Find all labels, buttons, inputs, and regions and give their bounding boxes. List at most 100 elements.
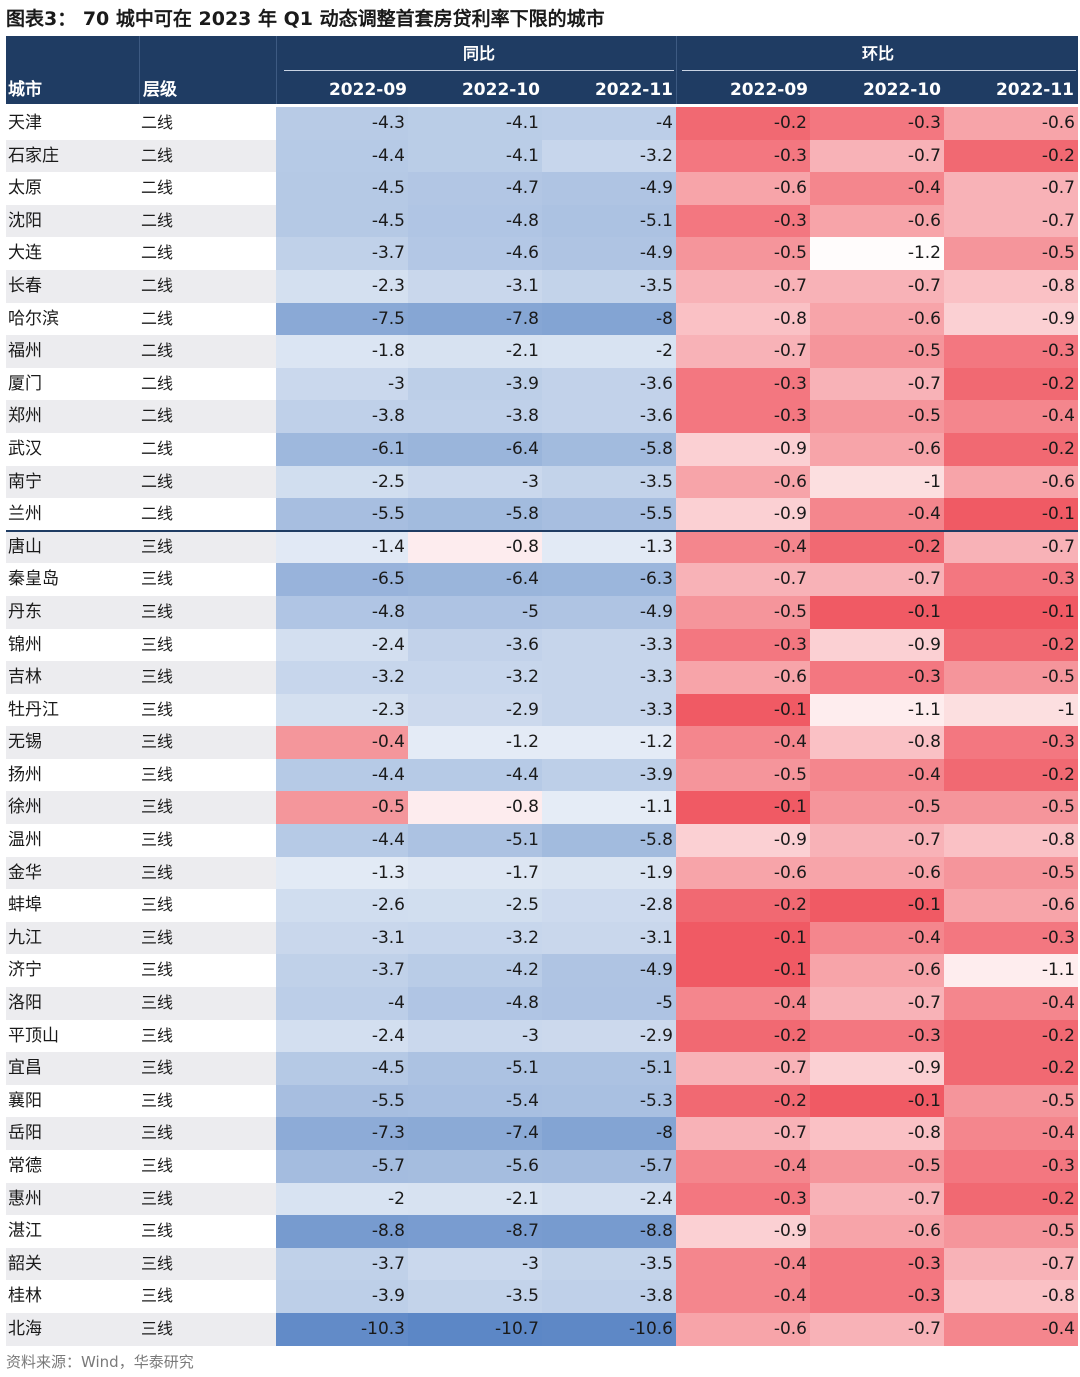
cell-yoy-value: -2.1 xyxy=(408,1182,542,1216)
table-row: 金华 三线 -1.3 -1.7 -1.9 -0.6 -0.6 -0.5 xyxy=(6,856,1078,890)
cell-mom-value: -0.9 xyxy=(810,628,944,662)
cell-yoy-value: -4.8 xyxy=(408,987,542,1020)
cell-mom-value: -0.6 xyxy=(810,856,944,890)
cell-yoy-value: -2.5 xyxy=(408,889,542,922)
cell-yoy-value: -3 xyxy=(408,1019,542,1053)
cell-mom-value: -0.7 xyxy=(944,530,1078,564)
cell-mom-value: -0.5 xyxy=(676,758,810,792)
cell-city: 温州 xyxy=(8,830,42,851)
table-row: 郑州 二线 -3.8 -3.8 -3.6 -0.3 -0.5 -0.4 xyxy=(6,400,1078,433)
table-row: 徐州 三线 -0.5 -0.8 -1.1 -0.1 -0.5 -0.5 xyxy=(6,791,1078,825)
cell-yoy-value: -5.7 xyxy=(276,1150,408,1183)
cell-city: 郑州 xyxy=(8,406,42,427)
cell-tier: 三线 xyxy=(141,960,174,980)
cell-mom-value: -0.7 xyxy=(676,335,810,368)
table-row: 桂林 三线 -3.9 -3.5 -3.8 -0.4 -0.3 -0.8 xyxy=(6,1280,1078,1313)
cell-yoy-value: -4.2 xyxy=(408,954,542,988)
cell-yoy-value: -7.3 xyxy=(276,1117,408,1150)
cell-city: 金华 xyxy=(8,862,42,883)
table-row: 温州 三线 -4.4 -5.1 -5.8 -0.9 -0.7 -0.8 xyxy=(6,824,1078,857)
cell-city: 丹东 xyxy=(8,601,42,622)
cell-mom-value: -0.5 xyxy=(810,791,944,825)
cell-city: 九江 xyxy=(8,927,42,948)
cell-yoy-value: -1.2 xyxy=(408,726,542,759)
cell-yoy-value: -3.5 xyxy=(408,1280,542,1313)
cell-mom-value: -0.4 xyxy=(944,987,1078,1020)
cell-mom-value: -0.8 xyxy=(676,302,810,336)
cell-mom-value: -0.2 xyxy=(944,139,1078,173)
cell-mom-value: -0.4 xyxy=(944,1312,1078,1346)
cell-yoy-value: -4 xyxy=(542,107,676,140)
cell-yoy-value: -4.4 xyxy=(276,758,408,792)
cell-mom-value: -0.4 xyxy=(810,172,944,205)
cell-tier: 三线 xyxy=(141,797,174,817)
cell-yoy-value: -3.6 xyxy=(542,400,676,433)
cell-mom-value: -0.9 xyxy=(676,1215,810,1248)
cell-mom-value: -1.2 xyxy=(810,237,944,270)
cell-mom-value: -0.9 xyxy=(676,498,810,531)
cell-tier: 三线 xyxy=(141,1123,174,1143)
cell-yoy-value: -3.5 xyxy=(542,1247,676,1281)
cell-tier: 二线 xyxy=(141,471,174,491)
cell-mom-value: -0.7 xyxy=(810,824,944,857)
cell-yoy-value: -10.7 xyxy=(408,1312,542,1346)
column-header-mom-2022-10: 2022-10 xyxy=(862,80,941,100)
cell-tier: 二线 xyxy=(141,113,174,132)
table-row: 丹东 三线 -4.8 -5 -4.9 -0.5 -0.1 -0.1 xyxy=(6,595,1078,629)
cell-mom-value: -0.5 xyxy=(676,237,810,270)
table-row: 无锡 三线 -0.4 -1.2 -1.2 -0.4 -0.8 -0.3 xyxy=(6,726,1078,759)
table-row: 九江 三线 -3.1 -3.2 -3.1 -0.1 -0.4 -0.3 xyxy=(6,921,1078,955)
data-table: 天津 二线 -4.3 -4.1 -4 -0.2 -0.3 -0.6 石家庄 二线 -4.4 -4.1-… xyxy=(6,107,1078,1346)
cell-yoy-value: -5.8 xyxy=(542,824,676,857)
cell-mom-value: -0.5 xyxy=(944,1215,1078,1248)
table-row: 秦皇岛 三线 -6.5 -6.4 -6.3 -0.7 -0.7 -0.3 xyxy=(6,563,1078,596)
cell-tier: 三线 xyxy=(141,1188,174,1208)
cell-city: 哈尔滨 xyxy=(8,308,59,329)
table-row: 武汉 二线 -6.1 -6.4 -5.8 -0.9 -0.6 -0.2 xyxy=(6,432,1078,466)
cell-mom-value: -0.4 xyxy=(676,726,810,759)
cell-mom-value: -0.3 xyxy=(676,628,810,662)
cell-yoy-value: -3.5 xyxy=(542,269,676,303)
cell-yoy-value: -4 xyxy=(276,987,408,1020)
table-row: 长春 二线 -2.3 -3.1 -3.5 -0.7 -0.7 -0.8 xyxy=(6,269,1078,303)
cell-yoy-value: -3.7 xyxy=(276,237,408,270)
cell-mom-value: -0.5 xyxy=(944,237,1078,270)
cell-yoy-value: -2.3 xyxy=(276,693,408,727)
cell-mom-value: -0.3 xyxy=(944,726,1078,759)
cell-yoy-value: -0.4 xyxy=(276,726,408,759)
cell-mom-value: -0.8 xyxy=(810,726,944,759)
cell-yoy-value: -6.3 xyxy=(542,563,676,596)
cell-mom-value: -0.8 xyxy=(944,269,1078,303)
cell-mom-value: -0.4 xyxy=(810,498,944,531)
cell-tier: 三线 xyxy=(141,732,174,752)
cell-tier: 三线 xyxy=(141,830,174,850)
table-row: 襄阳 三线 -5.5 -5.4 -5.3 -0.2 -0.1 -0.5 xyxy=(6,1084,1078,1118)
cell-tier: 二线 xyxy=(141,275,174,295)
cell-mom-value: -0.3 xyxy=(676,400,810,433)
cell-yoy-value: -4.5 xyxy=(276,204,408,238)
cell-mom-value: -0.4 xyxy=(944,1117,1078,1150)
table-row: 岳阳 三线 -7.3 -7.4 -8 -0.7 -0.8 -0.4 xyxy=(6,1117,1078,1150)
column-header-yoy-2022-11: 2022-11 xyxy=(594,80,673,100)
cell-yoy-value: -0.5 xyxy=(276,791,408,825)
cell-mom-value: -0.5 xyxy=(944,1084,1078,1118)
cell-mom-value: -0.3 xyxy=(810,107,944,140)
cell-yoy-value: -8 xyxy=(542,302,676,336)
cell-mom-value: -0.7 xyxy=(810,563,944,596)
table-row: 哈尔滨 二线 -7.5 -7.8 -8 -0.8 -0.6 -0.9 xyxy=(6,302,1078,336)
group-underline-mom xyxy=(682,70,1076,71)
column-header-mom-2022-11: 2022-11 xyxy=(995,80,1074,100)
cell-mom-value: -0.7 xyxy=(810,1182,944,1216)
cell-city: 襄阳 xyxy=(8,1090,42,1111)
cell-mom-value: -0.1 xyxy=(810,595,944,629)
cell-yoy-value: -4.8 xyxy=(276,595,408,629)
cell-mom-value: -0.1 xyxy=(810,889,944,922)
table-row: 兰州 二线 -5.5 -5.8 -5.5 -0.9 -0.4 -0.1 xyxy=(6,498,1078,531)
cell-yoy-value: -4.8 xyxy=(408,204,542,238)
column-header-city: 城市 xyxy=(8,80,42,100)
cell-city: 武汉 xyxy=(8,438,42,459)
cell-tier: 三线 xyxy=(141,699,174,719)
group-header-mom: 环比 xyxy=(861,44,894,63)
cell-city: 锦州 xyxy=(8,634,42,655)
table-row: 常德 三线 -5.7 -5.6 -5.7 -0.4 -0.5 -0.3 xyxy=(6,1150,1078,1183)
